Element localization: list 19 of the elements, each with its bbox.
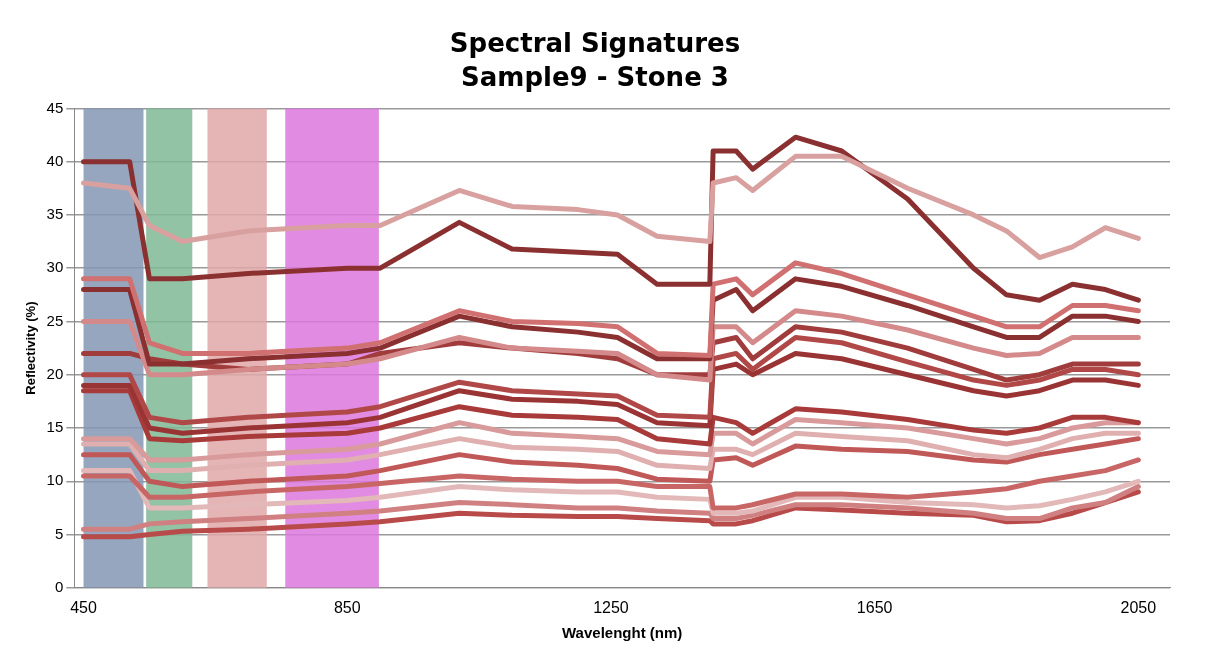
y-tick-label: 30 [46,258,64,276]
y-tick-label: 35 [46,205,64,223]
y-tick-label: 25 [46,311,64,329]
y-tick-label: 15 [46,418,64,436]
y-tick-label: 10 [46,471,64,489]
y-tick-label: 5 [54,524,64,542]
y-tick-label: 0 [54,577,64,595]
chart-title: Spectral Signatures [449,28,741,59]
x-tick-label: 450 [70,598,97,616]
x-tick-label: 850 [333,598,361,616]
x-tick-label: 1250 [593,598,629,616]
x-axis-title: Wavelenght (nm) [562,624,683,642]
y-tick-label: 20 [46,364,64,382]
y-tick-label: 45 [46,98,64,116]
x-tick-label: 1650 [856,598,893,616]
x-tick-label: 2050 [1120,598,1157,616]
chart-subtitle: Sample9 - Stone 3 [461,61,729,92]
y-axis-title: Reflectivity (%) [23,301,39,395]
y-tick-label: 40 [46,151,64,169]
